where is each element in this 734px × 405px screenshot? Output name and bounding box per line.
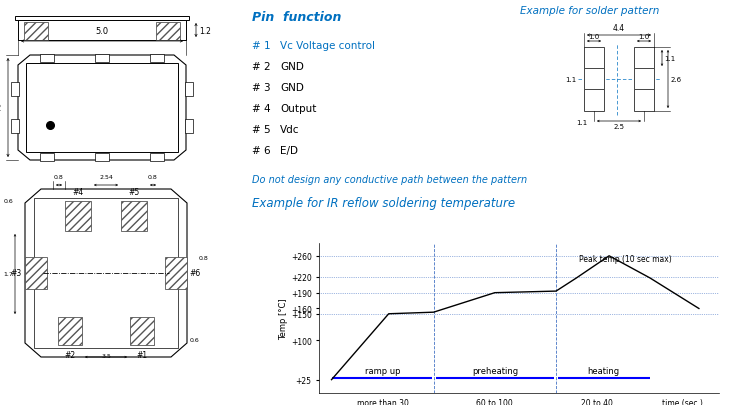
Text: # 5: # 5: [252, 125, 271, 135]
Bar: [25, 257, 47, 289]
Text: # 1: # 1: [252, 41, 271, 51]
Y-axis label: Temp [°C]: Temp [°C]: [279, 297, 288, 339]
Bar: [185, 82, 193, 96]
Bar: [11, 82, 19, 96]
Bar: [165, 257, 187, 289]
Bar: [24, 23, 48, 41]
Text: #6: #6: [189, 269, 200, 278]
Bar: [584, 48, 604, 70]
Text: Peak temp (10 sec max): Peak temp (10 sec max): [579, 254, 672, 263]
Text: 2.54: 2.54: [99, 175, 113, 179]
Text: 0.8: 0.8: [148, 175, 158, 179]
Text: #1: #1: [137, 350, 148, 359]
Bar: [150, 55, 164, 63]
Text: 0.6: 0.6: [3, 199, 13, 204]
Text: heating: heating: [587, 366, 619, 375]
Text: #3: #3: [11, 269, 22, 278]
Bar: [584, 90, 604, 112]
Bar: [40, 153, 54, 162]
Bar: [121, 202, 147, 231]
Text: # 6: # 6: [252, 146, 271, 156]
Text: 2.5: 2.5: [614, 124, 625, 130]
Text: # 3: # 3: [252, 83, 271, 93]
Bar: [18, 21, 186, 41]
Text: Pin  function: Pin function: [252, 11, 341, 24]
Bar: [156, 23, 180, 41]
Text: Do not design any conductive path between the pattern: Do not design any conductive path betwee…: [252, 175, 527, 185]
Bar: [11, 120, 19, 134]
Text: GND: GND: [280, 83, 304, 93]
Bar: [95, 153, 109, 162]
Text: Vdc: Vdc: [280, 125, 299, 135]
Bar: [634, 69, 654, 91]
Text: GND: GND: [280, 62, 304, 72]
Bar: [34, 198, 178, 348]
Text: 4.4: 4.4: [613, 24, 625, 33]
Text: 0.8: 0.8: [199, 256, 208, 260]
Text: Example for IR reflow soldering temperature: Example for IR reflow soldering temperat…: [252, 196, 515, 209]
Text: #4: #4: [73, 188, 84, 196]
Text: 1.1: 1.1: [564, 77, 576, 83]
Bar: [65, 202, 91, 231]
Text: 0.6: 0.6: [190, 338, 200, 343]
Text: #2: #2: [65, 350, 76, 359]
Text: 1.2: 1.2: [199, 26, 211, 35]
Text: # 4: # 4: [252, 104, 271, 114]
Text: 1.1: 1.1: [664, 56, 675, 62]
Text: preheating: preheating: [472, 366, 518, 375]
Text: E/D: E/D: [280, 146, 298, 156]
Bar: [15, 17, 189, 21]
Text: 3.2: 3.2: [0, 104, 2, 113]
Bar: [58, 317, 82, 345]
Text: # 2: # 2: [252, 62, 271, 72]
Text: 1.7: 1.7: [3, 272, 13, 277]
Text: 1.0: 1.0: [589, 34, 600, 40]
Text: 3.5: 3.5: [101, 353, 111, 358]
Text: ramp up: ramp up: [365, 366, 400, 375]
Polygon shape: [25, 190, 187, 357]
Bar: [40, 55, 54, 63]
Text: 5.0: 5.0: [95, 27, 109, 36]
Text: 1.0: 1.0: [639, 34, 650, 40]
Bar: [95, 55, 109, 63]
Bar: [26, 64, 178, 153]
Bar: [150, 153, 164, 162]
Bar: [130, 317, 154, 345]
Bar: [634, 48, 654, 70]
Text: 1.1: 1.1: [576, 120, 588, 126]
Bar: [584, 69, 604, 91]
Text: Example for solder pattern: Example for solder pattern: [520, 6, 659, 16]
Text: Output: Output: [280, 104, 316, 114]
Text: 0.8: 0.8: [54, 175, 64, 179]
Text: 2.6: 2.6: [671, 77, 682, 83]
Bar: [185, 120, 193, 134]
Text: #5: #5: [128, 188, 139, 196]
Bar: [634, 90, 654, 112]
Text: Vc Voltage control: Vc Voltage control: [280, 41, 375, 51]
Polygon shape: [18, 56, 186, 161]
